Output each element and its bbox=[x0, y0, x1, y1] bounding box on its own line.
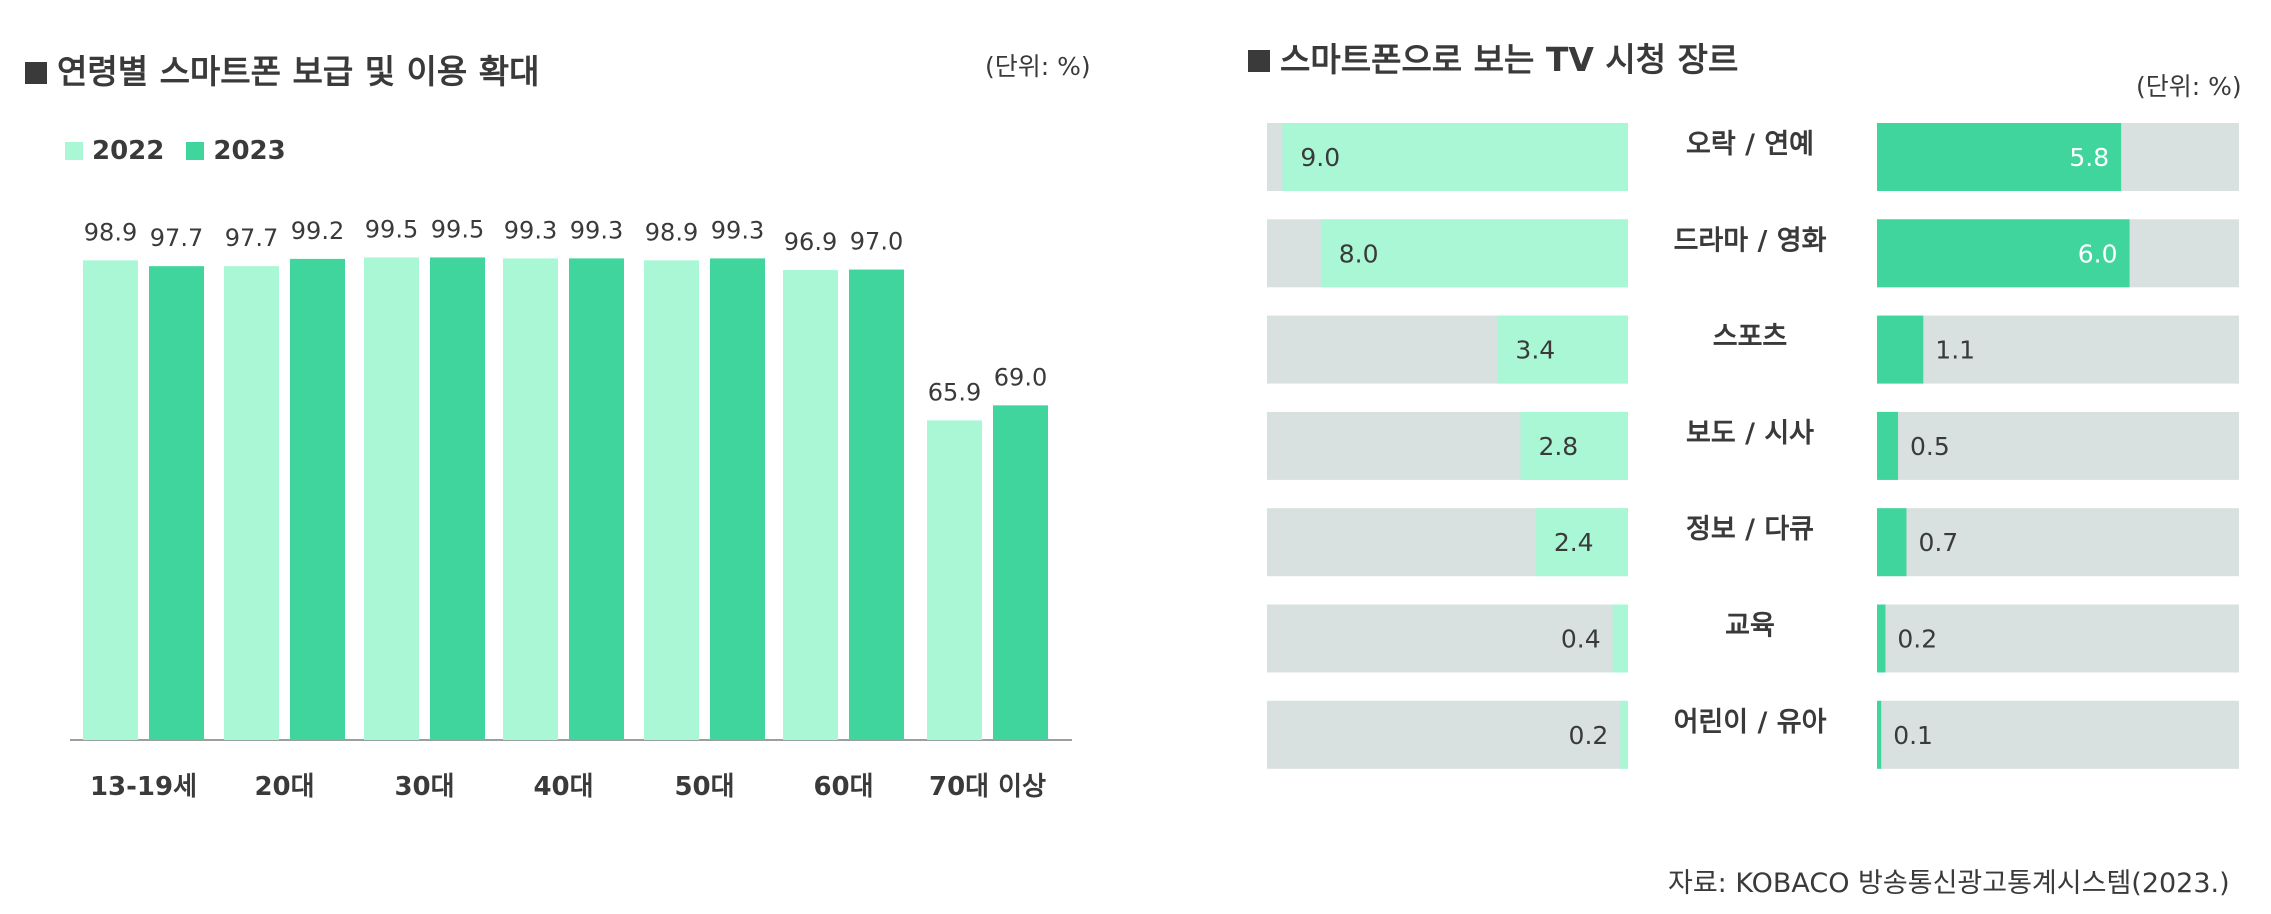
data-label-2022-5: 96.9 bbox=[784, 228, 837, 256]
legend-item-2022: 2022 bbox=[65, 136, 164, 166]
legend-swatch-2022 bbox=[65, 142, 83, 160]
bar-2023-0 bbox=[149, 266, 204, 740]
data-label-2023-0: 97.7 bbox=[150, 224, 203, 252]
genre-label-0: 오락 / 연예 bbox=[1686, 129, 1814, 160]
data-label-2023-6: 69.0 bbox=[994, 363, 1047, 391]
bar-2022-4 bbox=[644, 260, 699, 740]
data-label-2022-4: 98.9 bbox=[645, 218, 698, 246]
x-tick-label-3: 40대 bbox=[533, 772, 593, 802]
left-chart-title: 연령별 스마트폰 보급 및 이용 확대 bbox=[25, 45, 539, 93]
left-bar-2 bbox=[1497, 315, 1628, 384]
left-value-label-6: 0.2 bbox=[1569, 721, 1609, 750]
right-track-5 bbox=[1877, 604, 2239, 673]
data-label-2023-5: 97.0 bbox=[850, 228, 903, 256]
right-chart-unit: (단위: %) bbox=[2136, 72, 2242, 101]
legend: 2022 2023 bbox=[65, 136, 308, 166]
genre-label-3: 보도 / 시사 bbox=[1686, 418, 1814, 449]
left-value-label-3: 2.8 bbox=[1538, 432, 1578, 461]
genre-label-1: 드라마 / 영화 bbox=[1674, 225, 1827, 256]
bar-2022-6 bbox=[927, 420, 982, 740]
title-square-icon bbox=[25, 62, 47, 84]
right-track-2 bbox=[1877, 315, 2239, 384]
x-tick-label-4: 50대 bbox=[674, 772, 734, 802]
age-bar-chart: 98.9 97.7 13-19세 97.7 99.2 20대 99.5 99.5 30대 99.3… bbox=[70, 215, 1072, 802]
data-label-2022-0: 98.9 bbox=[84, 218, 137, 246]
legend-label-2022: 2022 bbox=[92, 136, 165, 166]
bar-2023-6 bbox=[993, 405, 1048, 740]
legend-label-2023: 2023 bbox=[213, 136, 286, 166]
right-bar-5 bbox=[1877, 604, 1886, 673]
bar-2022-3 bbox=[503, 258, 558, 740]
x-tick-label-2: 30대 bbox=[394, 772, 454, 802]
legend-item-2023: 2023 bbox=[186, 136, 286, 166]
right-value-label-3: 0.5 bbox=[1910, 432, 1950, 461]
data-label-2023-3: 99.3 bbox=[570, 216, 623, 244]
bar-2023-2 bbox=[430, 257, 485, 740]
data-label-2022-1: 97.7 bbox=[225, 224, 278, 252]
source-note: 자료: KOBACO 방송통신광고통계시스템(2023.) bbox=[1668, 868, 2230, 899]
left-track-6 bbox=[1267, 700, 1628, 769]
x-tick-label-0: 13-19세 bbox=[90, 772, 197, 802]
left-value-label-2: 3.4 bbox=[1515, 336, 1555, 365]
right-value-label-2: 1.1 bbox=[1935, 336, 1975, 365]
left-bar-3 bbox=[1520, 411, 1628, 480]
right-bar-1 bbox=[1877, 219, 2130, 288]
right-bar-2 bbox=[1877, 315, 1924, 384]
data-label-2022-3: 99.3 bbox=[504, 216, 557, 244]
right-bar-6 bbox=[1877, 700, 1882, 769]
left-bar-4 bbox=[1535, 508, 1628, 577]
left-chart-unit: (단위: %) bbox=[985, 52, 1091, 81]
bar-2022-0 bbox=[83, 260, 138, 740]
right-chart-title: 스마트폰으로 보는 TV 시청 장르 bbox=[1248, 33, 1738, 81]
genre-butterfly-chart: 9.0 오락 / 연예 5.8 8.0 드라마 / 영화 6.0 3.4 스포츠 1.1 2.8 보… bbox=[1267, 123, 2239, 769]
right-value-label-0: 5.8 bbox=[2069, 143, 2109, 172]
genre-label-2: 스포츠 bbox=[1713, 322, 1788, 353]
left-bar-1 bbox=[1320, 219, 1628, 288]
left-bar-5 bbox=[1612, 604, 1628, 673]
left-track-5 bbox=[1267, 604, 1628, 673]
genre-label-4: 정보 / 다큐 bbox=[1686, 514, 1814, 545]
right-chart-title-text: 스마트폰으로 보는 TV 시청 장르 bbox=[1280, 40, 1739, 79]
data-label-2023-4: 99.3 bbox=[711, 216, 764, 244]
genre-label-6: 어린이 / 유아 bbox=[1674, 707, 1827, 738]
left-bar-6 bbox=[1620, 700, 1628, 769]
left-value-label-1: 8.0 bbox=[1339, 239, 1379, 268]
genre-label-5: 교육 bbox=[1725, 611, 1775, 642]
right-track-3 bbox=[1877, 411, 2239, 480]
left-value-label-0: 9.0 bbox=[1300, 143, 1340, 172]
bar-2023-3 bbox=[569, 258, 624, 740]
right-value-label-5: 0.2 bbox=[1897, 625, 1937, 654]
x-tick-label-1: 20대 bbox=[254, 772, 314, 802]
left-bar-0 bbox=[1282, 123, 1628, 191]
bar-2022-5 bbox=[783, 270, 838, 740]
right-value-label-6: 0.1 bbox=[1893, 721, 1933, 750]
bar-2023-5 bbox=[849, 269, 904, 740]
data-label-2023-1: 99.2 bbox=[291, 217, 344, 245]
right-bar-0 bbox=[1877, 123, 2122, 191]
data-label-2022-6: 65.9 bbox=[928, 378, 981, 406]
right-value-label-4: 0.7 bbox=[1918, 528, 1958, 557]
x-tick-label-6: 70대 이상 bbox=[929, 772, 1046, 802]
right-track-6 bbox=[1877, 700, 2239, 769]
bar-2022-1 bbox=[224, 266, 279, 740]
data-label-2022-2: 99.5 bbox=[365, 215, 418, 243]
title-square-icon bbox=[1248, 50, 1270, 72]
right-bar-4 bbox=[1877, 508, 1907, 577]
bar-2023-4 bbox=[710, 258, 765, 740]
bar-2023-1 bbox=[290, 258, 345, 740]
right-track-4 bbox=[1877, 508, 2239, 577]
data-label-2023-2: 99.5 bbox=[431, 215, 484, 243]
right-value-label-1: 6.0 bbox=[2078, 239, 2118, 268]
right-bar-3 bbox=[1877, 411, 1899, 480]
left-chart-title-text: 연령별 스마트폰 보급 및 이용 확대 bbox=[57, 52, 540, 91]
legend-swatch-2023 bbox=[186, 142, 205, 160]
bar-2022-2 bbox=[364, 257, 419, 740]
left-value-label-5: 0.4 bbox=[1561, 625, 1601, 654]
x-tick-label-5: 60대 bbox=[813, 772, 873, 802]
left-value-label-4: 2.4 bbox=[1554, 528, 1594, 557]
